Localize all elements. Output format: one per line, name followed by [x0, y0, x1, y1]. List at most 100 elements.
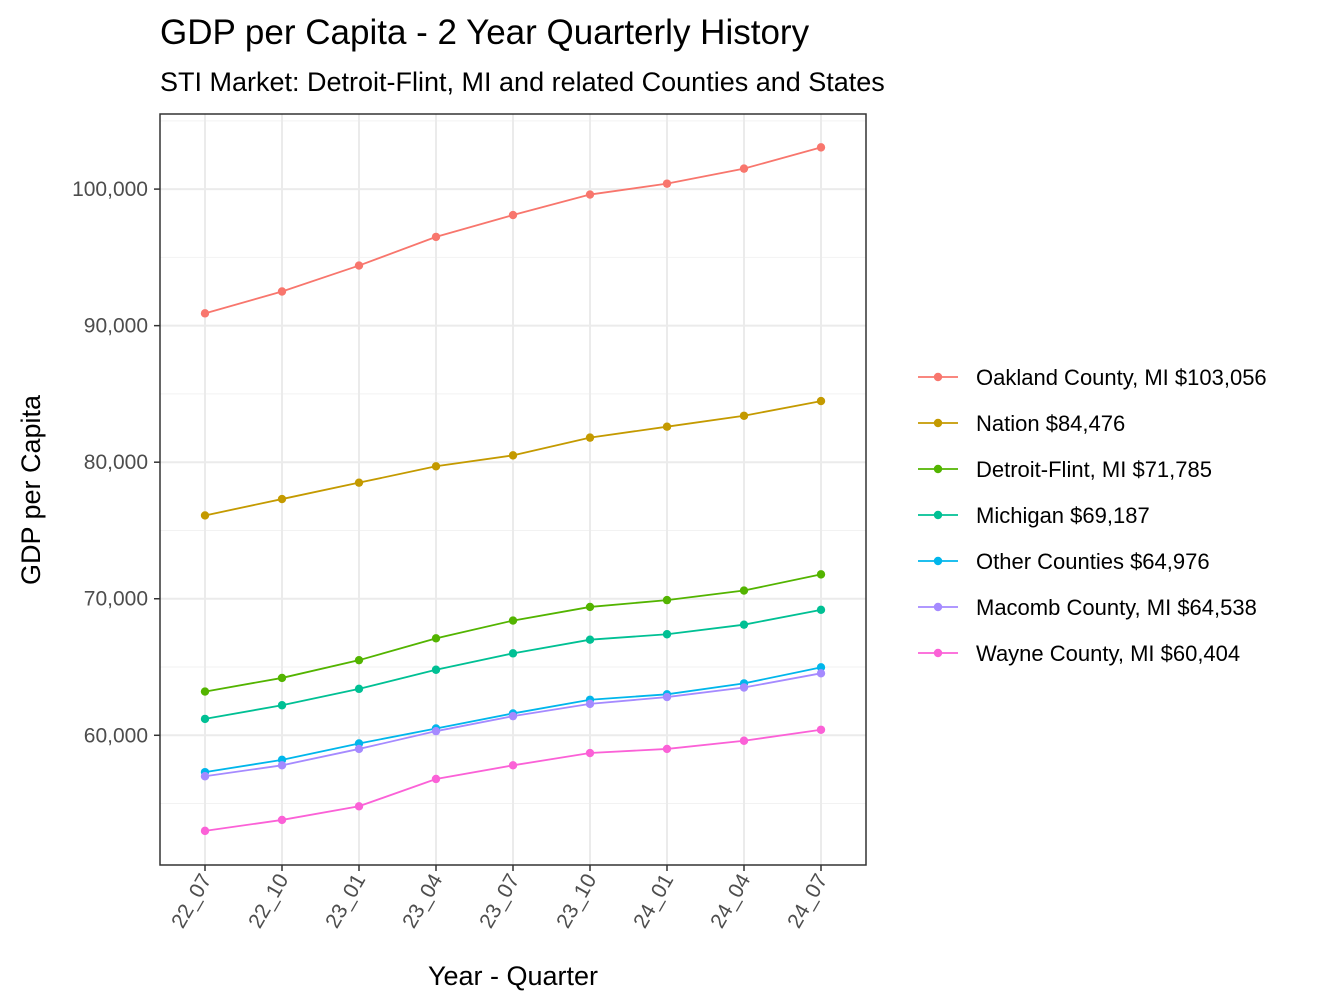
data-point: [354, 655, 364, 665]
data-point: [200, 687, 210, 696]
legend-item: Wayne County, MI $60,404: [918, 641, 1240, 666]
legend-item: Nation $84,476: [918, 411, 1125, 436]
data-point: [431, 726, 441, 736]
y-axis-title: GDP per Capita: [16, 394, 46, 585]
data-point: [277, 673, 287, 683]
data-point: [585, 433, 595, 442]
legend-label: Nation $84,476: [976, 411, 1125, 436]
y-tick-label: 60,000: [84, 724, 148, 747]
plot-panel: [160, 114, 866, 865]
legend-key-point: [933, 510, 943, 520]
data-point: [200, 714, 210, 724]
legend-item: Macomb County, MI $64,538: [918, 595, 1257, 620]
data-point: [277, 701, 287, 710]
y-tick-label: 80,000: [84, 451, 148, 474]
data-point: [354, 684, 364, 694]
legend-label: Other Counties $64,976: [976, 549, 1210, 574]
data-point: [662, 630, 672, 639]
data-point: [585, 635, 595, 644]
data-point: [816, 570, 826, 579]
legend-label: Michigan $69,187: [976, 503, 1150, 528]
data-point: [585, 190, 595, 199]
y-tick-label: 100,000: [72, 178, 148, 201]
data-point: [277, 761, 287, 770]
data-point: [277, 815, 287, 825]
series-2: [200, 396, 826, 520]
series-layer: [200, 143, 826, 836]
legend-key-point: [933, 464, 943, 474]
legend-key-point: [933, 418, 943, 428]
data-point: [508, 616, 518, 625]
data-point: [739, 586, 749, 595]
data-point: [739, 736, 749, 745]
data-point: [816, 663, 826, 672]
data-point: [585, 748, 595, 758]
legend-label: Oakland County, MI $103,056: [976, 365, 1267, 390]
legend-key-point: [933, 648, 943, 658]
data-point: [354, 478, 364, 487]
legend-key-point: [933, 602, 943, 612]
panel-border: [159, 113, 867, 866]
x-tick-label: 23_04: [398, 870, 447, 932]
data-point: [277, 287, 287, 296]
data-point: [431, 665, 441, 674]
data-point: [277, 494, 287, 504]
data-point: [816, 605, 826, 615]
legend-label: Wayne County, MI $60,404: [976, 641, 1240, 666]
data-point: [200, 309, 210, 318]
x-tick-label: 23_10: [552, 870, 601, 932]
data-point: [431, 774, 441, 784]
data-point: [431, 634, 441, 643]
data-point: [431, 462, 441, 471]
data-point: [431, 232, 441, 242]
x-tick-label: 22_10: [244, 870, 293, 932]
series-6: [200, 669, 826, 781]
data-point: [354, 802, 364, 811]
data-point: [354, 744, 364, 754]
data-point: [585, 699, 595, 709]
chart-subtitle: STI Market: Detroit-Flint, MI and relate…: [160, 67, 885, 97]
data-point: [200, 826, 210, 836]
x-axis-title: Year - Quarter: [428, 961, 598, 991]
legend-key-point: [933, 556, 943, 566]
series-7: [200, 725, 826, 836]
legend-item: Oakland County, MI $103,056: [918, 365, 1267, 390]
series-3: [200, 570, 826, 696]
legend-label: Macomb County, MI $64,538: [976, 595, 1257, 620]
data-point: [816, 143, 826, 152]
x-tick-label: 23_01: [321, 870, 370, 932]
data-point: [662, 422, 672, 431]
data-point: [816, 725, 826, 734]
legend-item: Other Counties $64,976: [918, 549, 1210, 574]
y-tick-label: 70,000: [84, 588, 148, 611]
x-tick-label: 24_01: [629, 870, 678, 932]
data-point: [508, 451, 518, 460]
data-point: [200, 511, 210, 520]
data-point: [662, 595, 672, 605]
y-axis: 60,000 70,000 80,000 90,000 100,000: [72, 178, 160, 747]
data-point: [662, 744, 672, 754]
x-tick-label: 23_07: [475, 870, 524, 932]
data-point: [662, 692, 672, 702]
data-point: [739, 620, 749, 629]
data-point: [508, 711, 518, 721]
data-point: [508, 210, 518, 220]
legend-item: Michigan $69,187: [918, 503, 1150, 528]
series-4: [200, 605, 826, 724]
x-tick-label: 24_04: [706, 870, 755, 932]
x-tick-label: 24_07: [783, 870, 832, 932]
data-point: [816, 396, 826, 406]
x-axis: 22_07 22_10 23_01 23_04 23_07 23_10 24_01 24_04…: [167, 865, 832, 932]
legend-label: Detroit-Flint, MI $71,785: [976, 457, 1212, 482]
x-tick-label: 22_07: [167, 870, 216, 932]
chart-title: GDP per Capita - 2 Year Quarterly Histor…: [160, 13, 810, 52]
data-point: [816, 669, 826, 678]
legend: Oakland County, MI $103,056 Nation $84,47…: [918, 365, 1267, 666]
legend-key-point: [933, 372, 943, 382]
y-tick-label: 90,000: [84, 315, 148, 338]
data-point: [508, 649, 518, 658]
data-point: [739, 411, 749, 420]
data-point: [739, 683, 749, 692]
series-1: [200, 143, 826, 318]
data-point: [662, 179, 672, 188]
